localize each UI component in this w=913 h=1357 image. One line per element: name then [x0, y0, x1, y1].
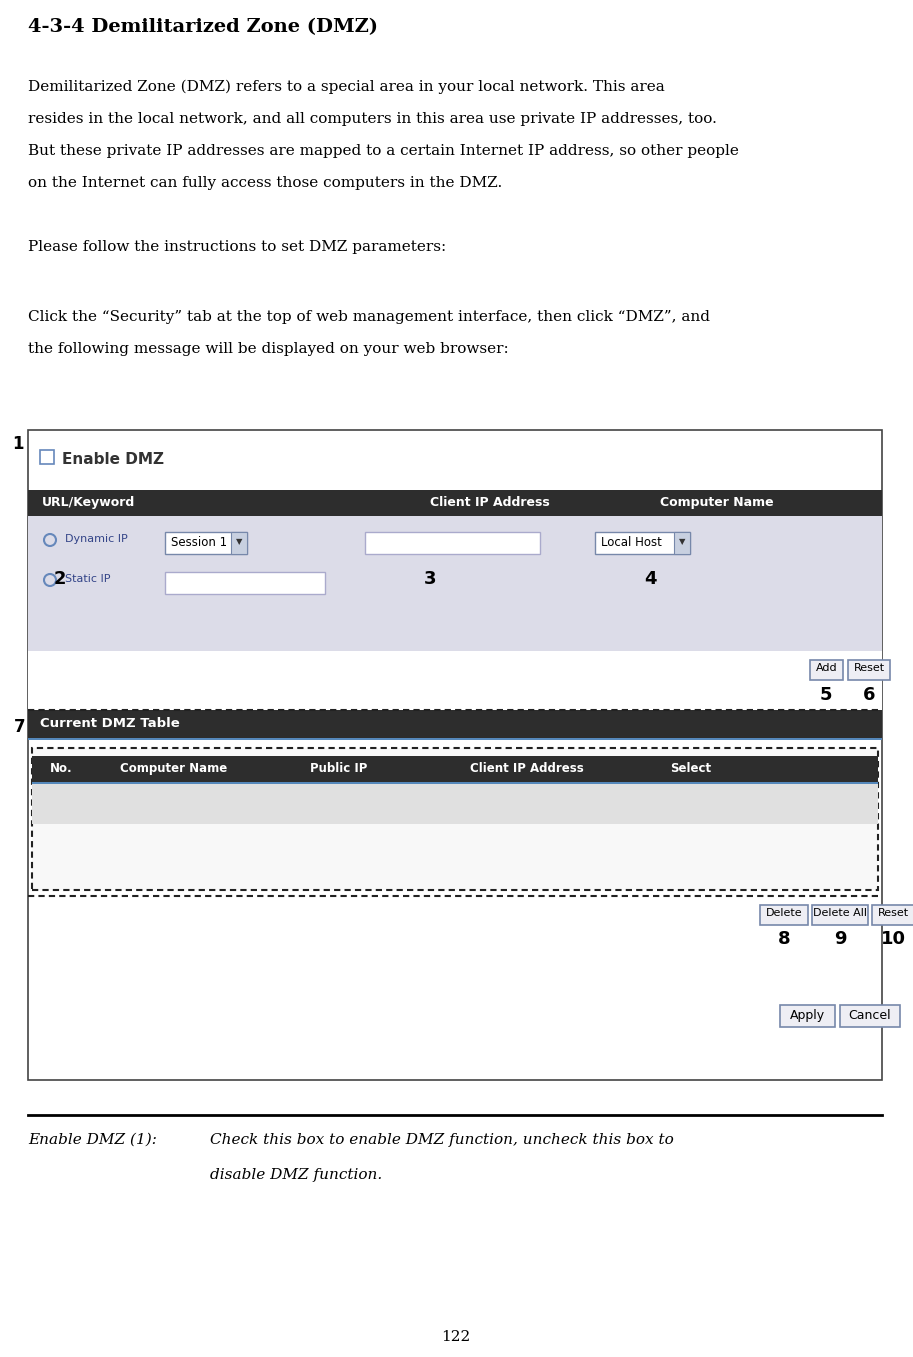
Text: Session 1: Session 1: [171, 536, 227, 550]
Bar: [780, 1006, 835, 1027]
Bar: [840, 1006, 900, 1027]
Bar: [872, 905, 913, 925]
Bar: [40, 451, 54, 464]
Text: the following message will be displayed on your web browser:: the following message will be displayed …: [28, 342, 509, 356]
Text: Computer Name: Computer Name: [120, 763, 227, 775]
Bar: [674, 532, 690, 554]
Text: 1: 1: [12, 436, 24, 453]
Text: But these private IP addresses are mapped to a certain Internet IP address, so o: But these private IP addresses are mappe…: [28, 144, 739, 157]
Text: URL/Keyword: URL/Keyword: [42, 497, 135, 509]
Text: Delete All: Delete All: [813, 908, 867, 917]
Text: No.: No.: [50, 763, 73, 775]
Bar: [165, 573, 325, 594]
Text: Enable DMZ (1):: Enable DMZ (1):: [28, 1133, 157, 1147]
Text: Reset: Reset: [877, 908, 908, 917]
Bar: [231, 532, 247, 554]
Bar: [28, 710, 882, 738]
Bar: [28, 430, 882, 1080]
Bar: [32, 748, 878, 890]
Bar: [32, 784, 878, 824]
Bar: [165, 532, 247, 554]
Bar: [28, 516, 882, 518]
Text: Please follow the instructions to set DMZ parameters:: Please follow the instructions to set DM…: [28, 240, 446, 254]
Text: Enable DMZ: Enable DMZ: [62, 452, 164, 467]
Text: 3: 3: [424, 570, 436, 588]
Bar: [595, 532, 690, 554]
Text: Click the “Security” tab at the top of web management interface, then click “DMZ: Click the “Security” tab at the top of w…: [28, 309, 710, 324]
Text: Add: Add: [815, 664, 837, 673]
Bar: [810, 660, 843, 680]
Text: Apply: Apply: [790, 1010, 825, 1022]
Bar: [28, 516, 882, 651]
Text: Reset: Reset: [854, 664, 885, 673]
Text: 9: 9: [834, 930, 846, 949]
Text: Client IP Address: Client IP Address: [430, 497, 550, 509]
Bar: [365, 532, 540, 554]
Text: 5: 5: [820, 687, 833, 704]
Bar: [848, 660, 890, 680]
Text: Current DMZ Table: Current DMZ Table: [40, 716, 180, 730]
Text: disable DMZ function.: disable DMZ function.: [210, 1168, 383, 1182]
Text: Static IP: Static IP: [65, 574, 110, 584]
Bar: [32, 756, 878, 782]
Text: on the Internet can fully access those computers in the DMZ.: on the Internet can fully access those c…: [28, 176, 502, 190]
Text: Public IP: Public IP: [310, 763, 367, 775]
Text: Local Host: Local Host: [601, 536, 662, 550]
Bar: [28, 738, 882, 740]
Text: 8: 8: [778, 930, 791, 949]
Bar: [760, 905, 808, 925]
Bar: [812, 905, 868, 925]
Text: 6: 6: [863, 687, 876, 704]
Text: Cancel: Cancel: [849, 1010, 891, 1022]
Text: Select: Select: [670, 763, 711, 775]
Text: 7: 7: [14, 718, 26, 735]
Text: 122: 122: [441, 1330, 470, 1343]
Text: 4-3-4 Demilitarized Zone (DMZ): 4-3-4 Demilitarized Zone (DMZ): [28, 18, 378, 37]
Text: ▼: ▼: [236, 537, 242, 546]
Text: Demilitarized Zone (DMZ) refers to a special area in your local network. This ar: Demilitarized Zone (DMZ) refers to a spe…: [28, 80, 665, 95]
Text: 4: 4: [644, 570, 656, 588]
Text: Dynamic IP: Dynamic IP: [65, 535, 128, 544]
Text: 2: 2: [54, 570, 67, 588]
Bar: [28, 490, 882, 516]
Text: 10: 10: [880, 930, 906, 949]
Text: Client IP Address: Client IP Address: [470, 763, 583, 775]
Text: Computer Name: Computer Name: [660, 497, 773, 509]
Bar: [28, 651, 882, 726]
Text: Delete: Delete: [766, 908, 803, 917]
Text: ▼: ▼: [678, 537, 686, 546]
Bar: [32, 782, 878, 784]
Text: Check this box to enable DMZ function, uncheck this box to: Check this box to enable DMZ function, u…: [210, 1133, 674, 1147]
Text: resides in the local network, and all computers in this area use private IP addr: resides in the local network, and all co…: [28, 113, 717, 126]
